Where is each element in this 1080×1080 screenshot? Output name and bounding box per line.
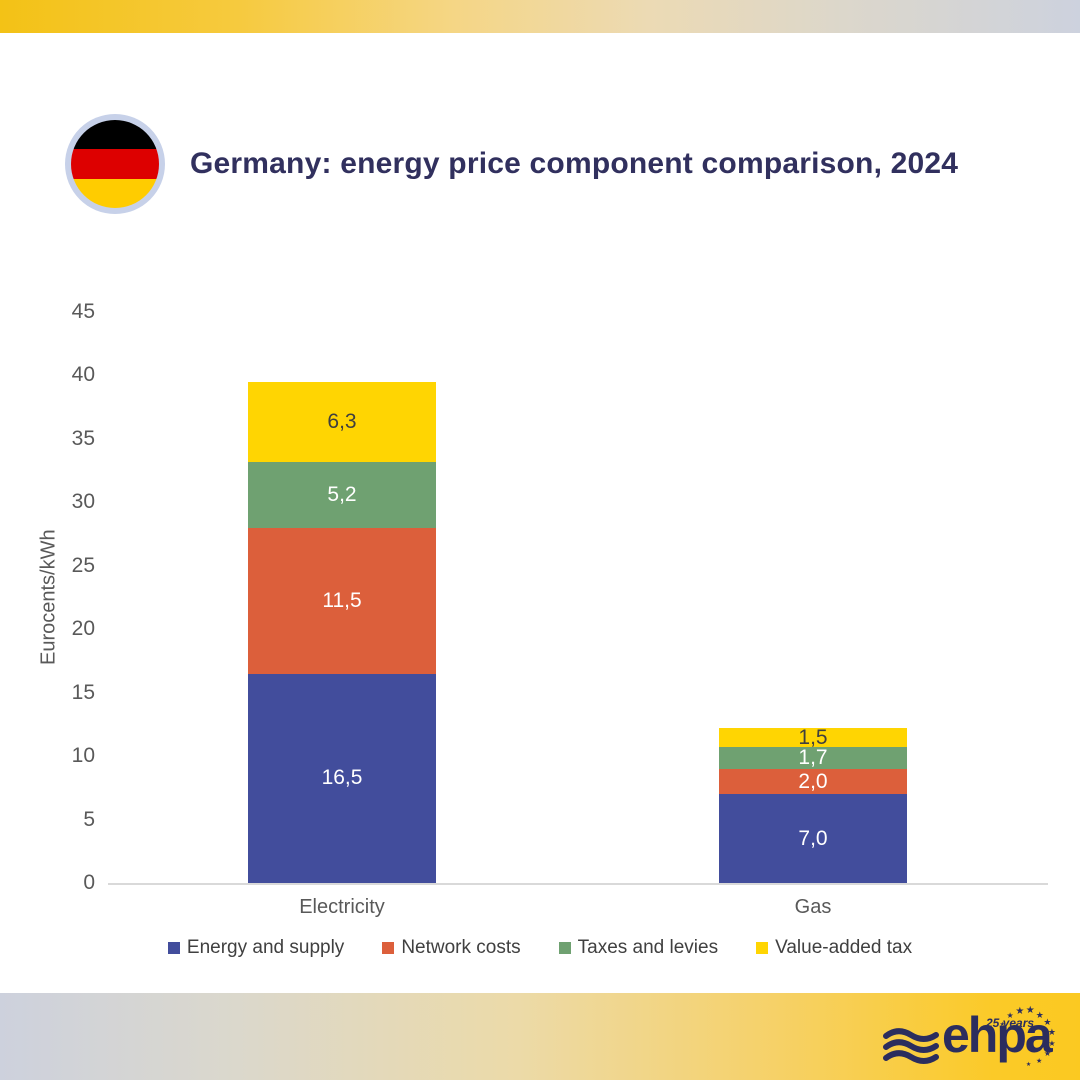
legend-label: Value-added tax: [775, 937, 913, 958]
legend-item: Network costs: [382, 937, 521, 959]
eu-stars-icon: ★ ★ ★ ★ ★ ★ ★ ★ ★ ★ ★: [998, 1004, 1062, 1074]
chart-legend: Energy and supply Network costs Taxes and …: [0, 937, 1080, 959]
y-tick-label: 15: [71, 680, 95, 704]
plot-area: 16,5 11,5 5,2 6,3 7,0 2,0 1,7 1,5: [108, 312, 1048, 885]
segment-value-label: 7,0: [798, 826, 828, 850]
legend-label: Network costs: [401, 937, 521, 958]
y-tick-label: 10: [71, 744, 95, 768]
stacked-bar-electricity: 16,5 11,5 5,2 6,3: [248, 312, 436, 883]
legend-swatch-icon: [558, 942, 571, 954]
legend-item: Value-added tax: [756, 937, 912, 959]
star-icon: ★: [1025, 1005, 1035, 1017]
bottom-gradient-bar: [0, 993, 1080, 1080]
bar-segment: 6,3: [248, 381, 436, 462]
germany-flag: [71, 120, 159, 208]
bar-segment: 16,5: [248, 673, 436, 883]
y-tick-label: 25: [71, 553, 95, 577]
legend-label: Taxes and levies: [577, 937, 719, 958]
star-icon: ★: [1043, 1048, 1051, 1058]
bar-segment: 5,2: [248, 461, 436, 528]
y-tick-label: 30: [71, 490, 95, 514]
legend-item: Taxes and levies: [558, 937, 719, 959]
x-axis-line: [108, 883, 1048, 885]
flag-stripe-black: [71, 120, 159, 150]
star-icon: ★: [1043, 1016, 1052, 1027]
segment-value-label: 16,5: [321, 766, 363, 790]
y-tick-label: 45: [71, 300, 95, 323]
bar-segment: 2,0: [719, 768, 907, 795]
star-icon: ★: [1006, 1010, 1014, 1020]
star-icon: ★: [1047, 1026, 1056, 1037]
ehpa-logo: ehpa 25 years ★ ★ ★ ★ ★ ★ ★ ★ ★ ★ ★: [882, 1004, 1060, 1076]
segment-value-label: 5,2: [327, 482, 357, 506]
legend-item: Energy and supply: [167, 937, 345, 959]
x-axis-category-label: Gas: [794, 896, 832, 918]
page-title: Germany: energy price component comparis…: [190, 147, 959, 180]
legend-label: Energy and supply: [186, 937, 345, 958]
stacked-bar-gas: 7,0 2,0 1,7 1,5: [719, 312, 907, 883]
y-tick-label: 35: [71, 426, 95, 450]
waves-icon: [883, 1028, 939, 1064]
star-icon: ★: [1048, 1038, 1056, 1048]
segment-value-label: 1,7: [798, 746, 828, 770]
y-tick-label: 40: [71, 363, 95, 387]
star-icon: ★: [1035, 1009, 1044, 1020]
legend-swatch-icon: [167, 942, 180, 954]
star-icon: ★: [1015, 1005, 1025, 1017]
y-tick-label: 5: [83, 807, 95, 831]
anniversary-label: 25 years: [986, 1016, 1035, 1030]
star-icon: ★: [1025, 1061, 1032, 1068]
bar-segment: 7,0: [719, 794, 907, 883]
top-gradient-bar: [0, 0, 1080, 33]
star-icon: ★: [1036, 1057, 1043, 1065]
x-axis-labels: Electricity Gas: [108, 896, 1048, 922]
flag-stripe-gold: [71, 178, 159, 208]
segment-value-label: 1,5: [798, 725, 828, 749]
bar-segment: 11,5: [248, 527, 436, 674]
legend-swatch-icon: [382, 942, 395, 954]
segment-value-label: 11,5: [322, 588, 362, 612]
y-axis-ticks: 0 5 10 15 20 25 30 35 40 45: [0, 301, 95, 894]
ehpa-logo-text: ehpa: [942, 1007, 1053, 1063]
star-icon: ★: [999, 1021, 1005, 1028]
legend-swatch-icon: [756, 942, 769, 954]
bar-segment: 1,5: [719, 725, 907, 749]
segment-value-label: 2,0: [798, 769, 828, 793]
segment-value-label: 6,3: [327, 409, 357, 433]
x-axis-category-label: Electricity: [299, 896, 385, 918]
y-tick-label: 20: [71, 617, 95, 641]
y-tick-label: 0: [83, 871, 95, 894]
germany-flag-icon: [65, 114, 165, 214]
bar-segment: 1,7: [719, 746, 907, 770]
flag-stripe-red: [71, 149, 159, 179]
